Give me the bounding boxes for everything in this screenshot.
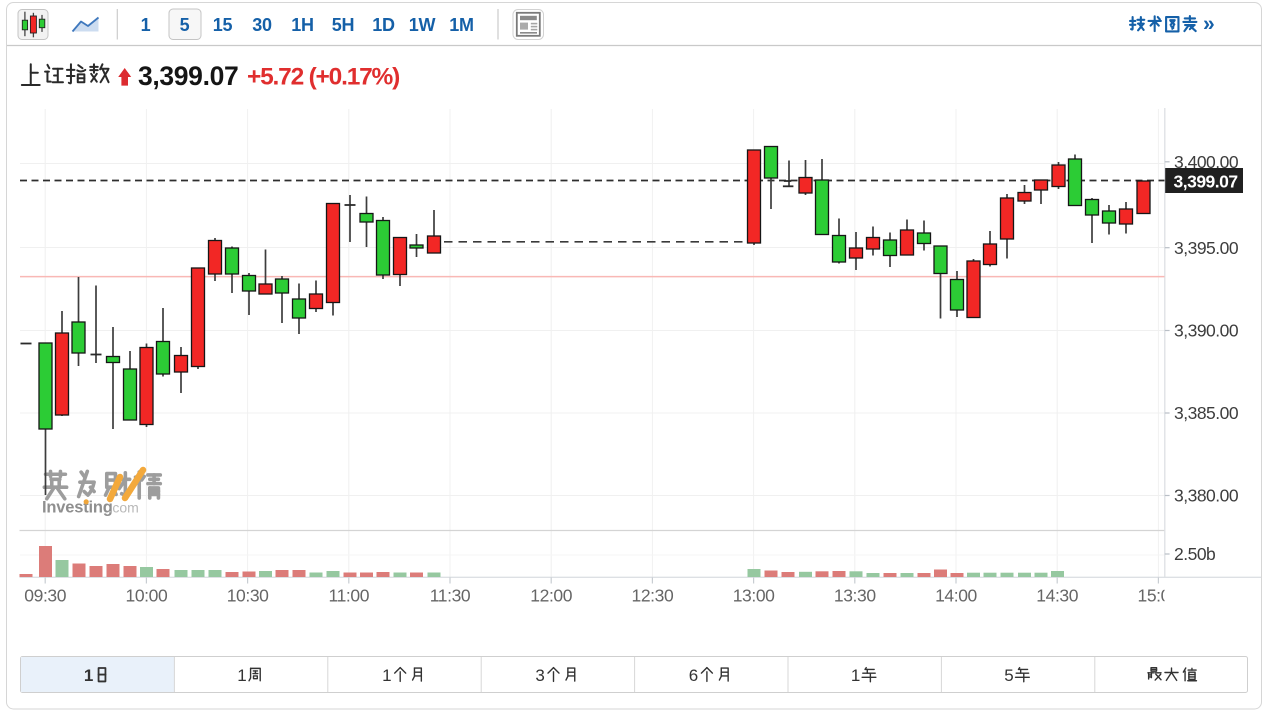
svg-text:14:00: 14:00 (935, 586, 977, 606)
svg-text:Investing: Investing (42, 499, 113, 517)
svg-text:3: 3 (535, 666, 544, 685)
svg-text:5: 5 (180, 15, 190, 35)
svg-text:»: » (1203, 13, 1215, 36)
svg-text:1W: 1W (409, 15, 436, 35)
svg-text:15: 15 (213, 15, 233, 35)
svg-text:6: 6 (689, 666, 698, 685)
svg-text:1: 1 (382, 666, 391, 685)
svg-text:1: 1 (84, 666, 93, 685)
svg-text:12:30: 12:30 (632, 586, 674, 606)
svg-text:3,399.07: 3,399.07 (1174, 172, 1238, 192)
svg-text:2.50b: 2.50b (1174, 544, 1215, 564)
svg-text:1: 1 (237, 666, 246, 685)
svg-text:3,385.00: 3,385.00 (1174, 403, 1239, 423)
svg-text:1D: 1D (372, 15, 395, 35)
svg-text:.com: .com (109, 500, 139, 516)
svg-text:1: 1 (851, 666, 860, 685)
svg-text:5: 5 (1004, 666, 1013, 685)
svg-text:30: 30 (252, 15, 272, 35)
svg-text:13:00: 13:00 (733, 586, 775, 606)
svg-text:3,390.00: 3,390.00 (1174, 321, 1239, 341)
svg-text:10:00: 10:00 (126, 586, 168, 606)
svg-text:1M: 1M (449, 15, 473, 35)
svg-text:3,380.00: 3,380.00 (1174, 486, 1239, 506)
svg-text:5H: 5H (332, 15, 354, 35)
svg-text:14:30: 14:30 (1036, 586, 1078, 606)
svg-text:15:00: 15:00 (1138, 586, 1180, 606)
svg-text:3,399.07: 3,399.07 (138, 61, 238, 91)
svg-text:1H: 1H (291, 15, 313, 35)
svg-text:09:30: 09:30 (24, 586, 66, 606)
svg-text:13:30: 13:30 (834, 586, 876, 606)
svg-text:11:00: 11:00 (329, 586, 370, 606)
svg-text:12:00: 12:00 (530, 586, 572, 606)
svg-text:11:30: 11:30 (430, 586, 471, 606)
svg-text:10:30: 10:30 (227, 586, 269, 606)
svg-text:3,395.00: 3,395.00 (1174, 238, 1239, 258)
svg-text:3,400.00: 3,400.00 (1174, 152, 1239, 172)
svg-text:+5.72 (+0.17%): +5.72 (+0.17%) (247, 64, 399, 91)
svg-text:1: 1 (141, 15, 151, 35)
